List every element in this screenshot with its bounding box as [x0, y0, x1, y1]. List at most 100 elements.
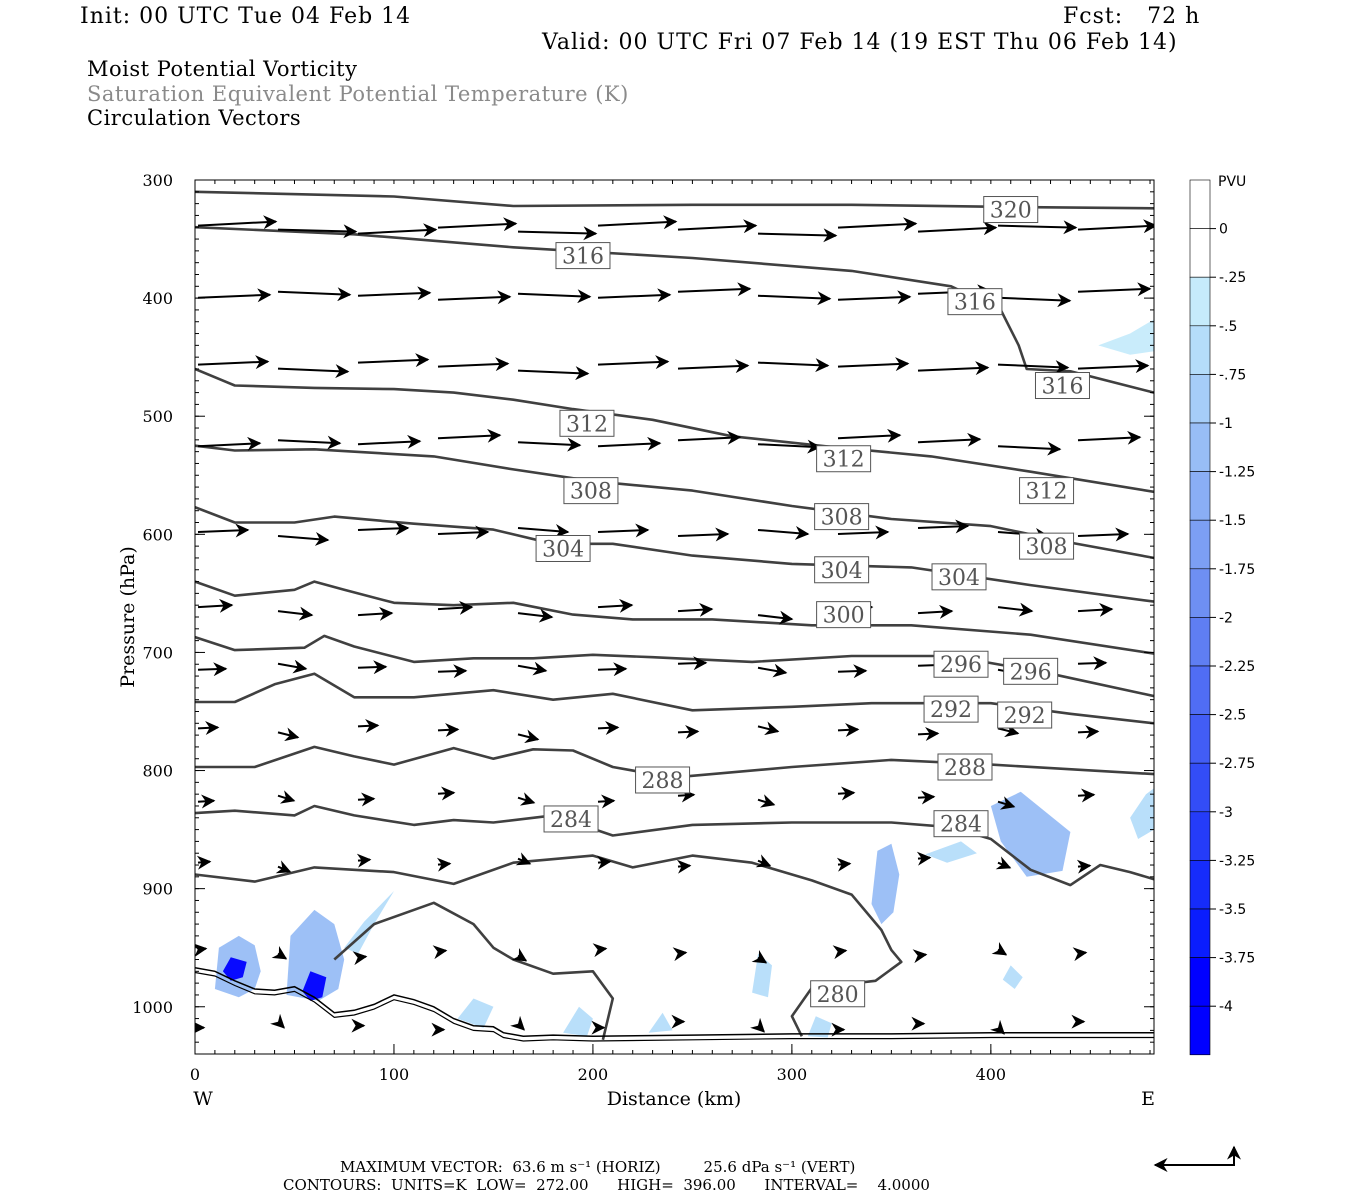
vector-arrow [437, 600, 474, 615]
vector-arrow [917, 519, 970, 534]
vector-arrow [357, 606, 394, 621]
x-west-label: W [193, 1088, 213, 1110]
contour-label-text: 300 [823, 604, 865, 629]
pv-region [563, 1006, 593, 1037]
title-mpv: Moist Potential Vorticity [87, 57, 358, 81]
contour-label-text: 312 [823, 448, 865, 473]
contour-label: 284 [543, 805, 599, 833]
pv-region [648, 1012, 673, 1033]
reference-vector [1153, 1145, 1241, 1172]
vector-arrow [677, 788, 696, 803]
vector-arrow [757, 663, 788, 678]
colorbar-cell [1189, 568, 1211, 618]
colorbar-label: 0 [1219, 222, 1228, 238]
vector-arrow [995, 856, 1012, 870]
contour-label: 312 [559, 409, 615, 437]
vector-arrow [436, 857, 452, 872]
colorbar-label: -.75 [1219, 367, 1246, 383]
vector-arrow [597, 436, 662, 451]
contour-label-text: 288 [944, 756, 986, 781]
vector-arrow [597, 355, 670, 370]
contour-label-box [933, 650, 989, 678]
vector-arrow [1077, 527, 1130, 542]
vector-arrow [275, 860, 292, 874]
contour-label-text: 296 [940, 653, 982, 678]
pv-region [1098, 319, 1154, 355]
x-tick-label: 0 [190, 1065, 200, 1084]
vector-arrow [997, 723, 1020, 738]
colorbar-label: -2.5 [1219, 708, 1246, 724]
contour-label-text: 304 [938, 566, 980, 591]
contour-300 [195, 580, 1154, 655]
contour-label-text: 312 [566, 412, 608, 437]
vector-arrow [357, 286, 432, 301]
vector-arrow [997, 293, 1072, 308]
contour-label-text: 308 [821, 506, 863, 531]
colorbar-cell [1189, 762, 1211, 813]
vector-arrow [750, 1017, 765, 1033]
vector-arrow [357, 353, 430, 368]
contour-label-text: 316 [954, 291, 996, 316]
vector-arrow [757, 794, 776, 808]
contour-label: 280 [810, 980, 866, 1008]
y-tick-label: 1000 [132, 998, 173, 1017]
vector-arrow [437, 290, 512, 305]
contour-label: 320 [983, 196, 1039, 224]
contour-label-text: 312 [1026, 480, 1068, 505]
vector-arrow [917, 790, 936, 805]
contour-label-box [816, 445, 872, 473]
contour-label: 304 [931, 563, 987, 591]
max-vector-info: MAXIMUM VECTOR: 63.6 m s⁻¹ (HORIZ) 25.6 … [340, 1158, 856, 1176]
vector-arrow [1077, 602, 1114, 617]
vector-arrow [672, 947, 688, 962]
vector-arrow [357, 521, 410, 536]
vector-arrow [677, 656, 708, 671]
vector-arrow [917, 604, 954, 619]
pv-region [1002, 965, 1023, 989]
vector-arrow [277, 659, 308, 674]
contour-label-box [983, 196, 1039, 224]
init-time: Init: 00 UTC Tue 04 Feb 14 [80, 4, 412, 29]
contour-label-box [1034, 372, 1090, 400]
vector-arrow [597, 598, 634, 613]
contour-label: 292 [923, 695, 979, 723]
vector-arrow [437, 525, 490, 540]
x-east-label: E [1141, 1088, 1155, 1110]
vector-arrow [677, 725, 700, 740]
colorbar-cell [1189, 325, 1211, 375]
contour-label-box [947, 288, 1003, 316]
vector-arrow [517, 523, 570, 538]
colorbar-cell [1189, 617, 1211, 667]
vector-arrow [517, 437, 582, 452]
vector-arrow [437, 217, 518, 232]
vector-arrow [517, 226, 598, 241]
x-tick-label: 200 [578, 1065, 609, 1084]
contour-label-box [1003, 657, 1059, 685]
contour-label-text: 280 [817, 983, 859, 1008]
contour-label-text: 284 [940, 813, 982, 838]
vector-arrow [677, 527, 730, 542]
colorbar-label: -.5 [1219, 319, 1237, 335]
pv-colorbar: 0 -.25 -.5 -.75 -1 -1.25 -1.5 -1.75 -2 -2.25 -2.5 -… [1189, 179, 1255, 1056]
contour-label: 312 [1019, 477, 1075, 505]
contour-label-text: 316 [562, 245, 604, 270]
vector-arrow [597, 794, 616, 809]
pv-region [990, 791, 1071, 877]
colorbar-label: -3.5 [1219, 902, 1246, 918]
vector-arrow [917, 361, 990, 376]
contour-label-text: 296 [1010, 660, 1052, 685]
colorbar-label: -2.25 [1219, 659, 1255, 675]
vector-arrow [1077, 725, 1100, 740]
vector-arrow [515, 852, 532, 866]
colorbar-label: -3.75 [1219, 951, 1255, 967]
vector-arrow [437, 428, 502, 443]
vector-arrow [837, 723, 860, 738]
contour-label-text: 320 [990, 199, 1032, 224]
contour-label: 316 [1034, 372, 1090, 400]
colorbar-label: -4 [1219, 999, 1233, 1015]
x-axis-label: Distance (km) [607, 1088, 742, 1110]
vector-arrow [597, 662, 628, 677]
plot-frame [194, 179, 1155, 1055]
vector-arrow [197, 523, 250, 538]
forecast-hour: Fcst: 72 h [1063, 4, 1201, 29]
